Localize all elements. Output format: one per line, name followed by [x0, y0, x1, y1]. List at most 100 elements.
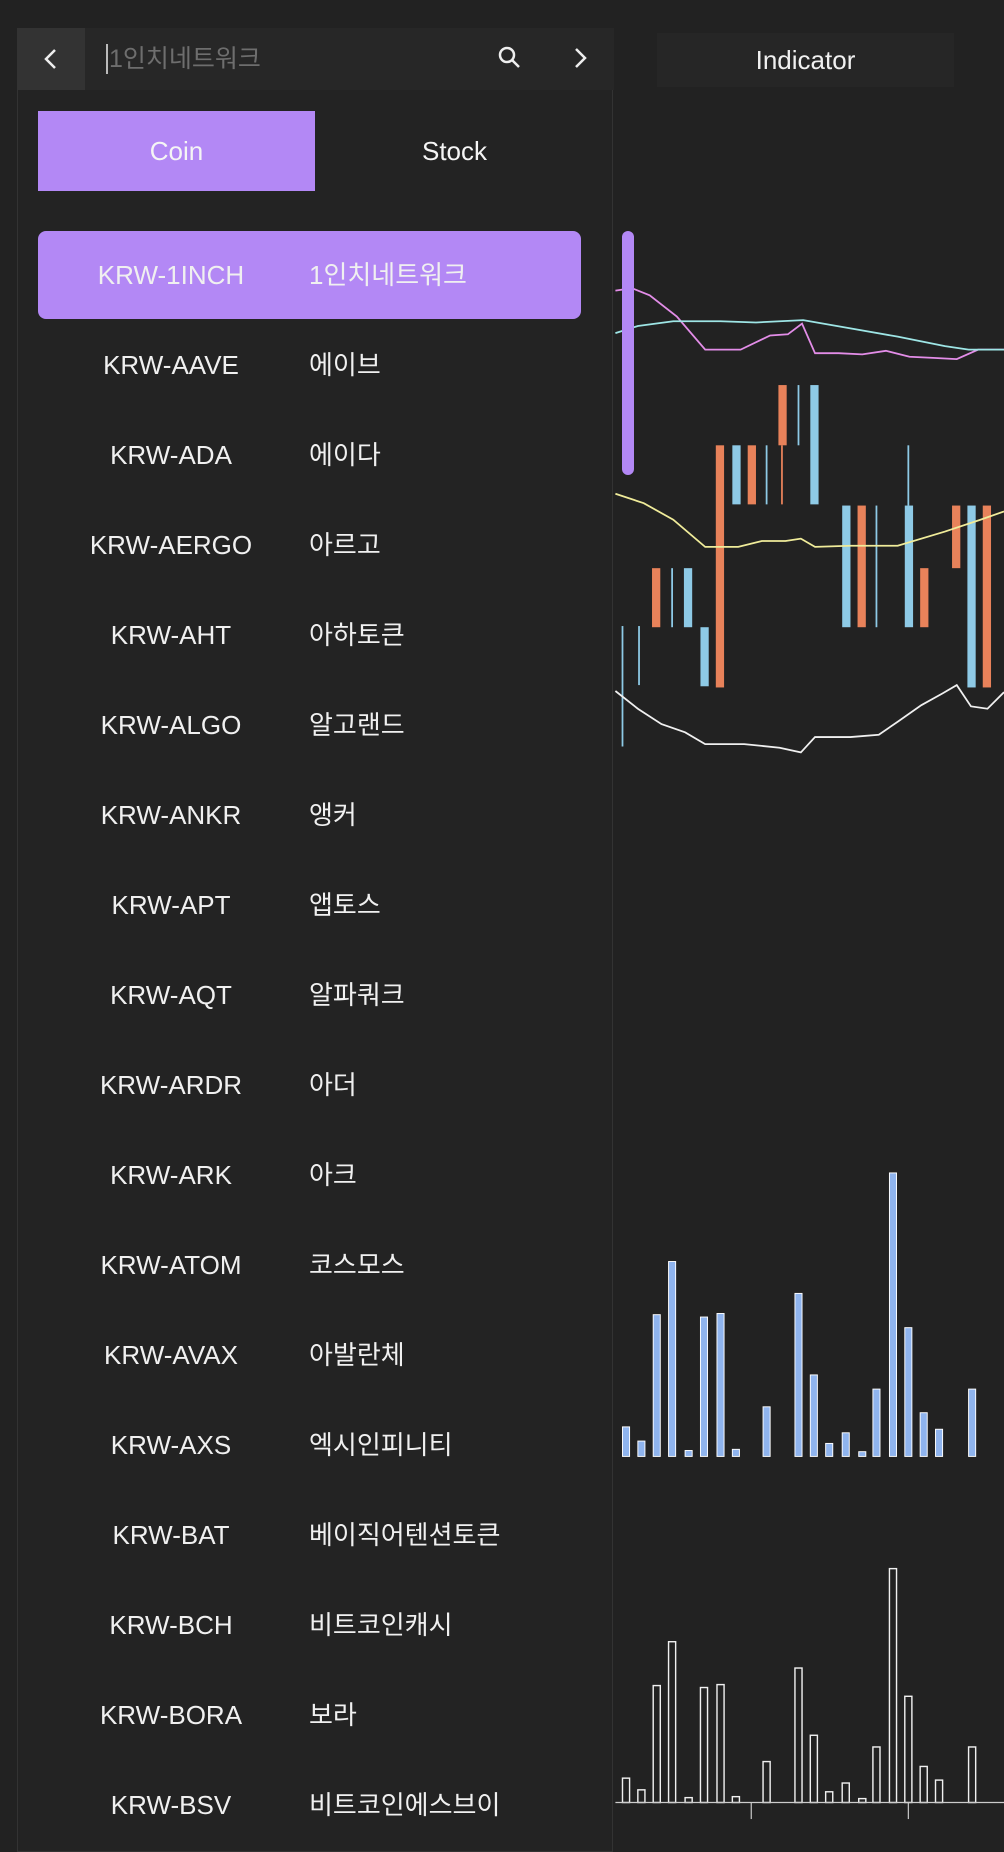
- indicator-line: [614, 683, 1004, 754]
- market-panel: [17, 90, 613, 1852]
- volume-bar: [872, 1388, 881, 1457]
- volume-bar-outline: [841, 1782, 850, 1804]
- candle: [810, 385, 819, 505]
- candle: [952, 505, 961, 569]
- volume-bar: [716, 1313, 725, 1457]
- volume-bar-outline: [904, 1695, 913, 1804]
- indicator-line: [615, 492, 1004, 548]
- market-name: 에이브: [309, 350, 381, 380]
- market-code: KRW-AERGO: [89, 530, 253, 560]
- back-button[interactable]: [17, 28, 85, 90]
- candle: [747, 445, 756, 505]
- volume-bar: [858, 1451, 867, 1457]
- coin-tab[interactable]: Coin: [38, 111, 315, 191]
- volume-bar-outline: [652, 1684, 661, 1804]
- volume-bar-outline: [824, 1791, 834, 1804]
- market-row[interactable]: KRW-ALGO 알고랜드: [38, 681, 581, 769]
- forward-icon[interactable]: [566, 44, 594, 72]
- market-name: 비트코인캐시: [309, 1610, 453, 1640]
- market-code: KRW-ATOM: [100, 1250, 242, 1280]
- candle: [652, 568, 661, 628]
- volume-bar-outline: [731, 1795, 741, 1804]
- search-bar: [17, 28, 614, 90]
- candle: [967, 505, 976, 688]
- volume-bar-outline: [794, 1667, 803, 1804]
- market-row[interactable]: KRW-BCH 비트코인캐시: [38, 1581, 581, 1669]
- volume-bar-outline: [621, 1777, 631, 1804]
- candle: [982, 505, 992, 688]
- market-name: 에이다: [309, 440, 381, 470]
- market-row[interactable]: KRW-APT 앱토스: [38, 861, 581, 949]
- volume-bar-outline: [809, 1734, 819, 1804]
- market-code: KRW-ALGO: [100, 710, 242, 740]
- volume-bar-outline: [967, 1746, 977, 1804]
- market-row[interactable]: KRW-AERGO 아르고: [38, 501, 581, 589]
- search-input[interactable]: 1인치네트워크: [106, 44, 261, 74]
- stock-tab[interactable]: Stock: [421, 136, 488, 166]
- volume-bar-outline: [667, 1641, 677, 1804]
- price-chart: [614, 287, 1004, 1820]
- volume-bar-outline: [637, 1789, 646, 1804]
- indicator-line: [615, 287, 1004, 360]
- market-row[interactable]: KRW-ANKR 앵커: [38, 771, 581, 859]
- market-code: KRW-ARK: [110, 1160, 232, 1190]
- market-name: 코스모스: [309, 1250, 405, 1280]
- candle: [715, 445, 725, 688]
- market-row[interactable]: KRW-ARDR 아더: [38, 1041, 581, 1129]
- volume-bar: [699, 1316, 709, 1457]
- market-row[interactable]: KRW-AXS 엑시인피니티: [38, 1401, 581, 1489]
- market-code: KRW-ANKR: [100, 800, 242, 830]
- volume-bar: [904, 1327, 913, 1457]
- volume-bar-outline: [716, 1683, 725, 1804]
- search-icon[interactable]: [496, 44, 524, 72]
- market-name: 엑시인피니티: [309, 1430, 453, 1460]
- volume-bar: [637, 1440, 646, 1457]
- market-row[interactable]: KRW-1INCH 1인치네트워크: [38, 231, 581, 319]
- volume-bar: [919, 1412, 928, 1457]
- market-name: 아르고: [309, 530, 381, 560]
- volume-bar: [762, 1406, 771, 1457]
- market-row[interactable]: KRW-BORA 보라: [38, 1671, 581, 1759]
- candle: [700, 627, 709, 687]
- market-row[interactable]: KRW-BAT 베이직어텐션토큰: [38, 1491, 581, 1579]
- market-name: 앱토스: [309, 890, 381, 920]
- market-row[interactable]: KRW-AVAX 아발란체: [38, 1311, 581, 1399]
- market-name: 알파쿼크: [309, 980, 405, 1010]
- back-icon: [44, 49, 56, 69]
- market-row[interactable]: KRW-ARK 아크: [38, 1131, 581, 1219]
- indicator-line: [615, 319, 1004, 351]
- market-row[interactable]: KRW-BSV 비트코인에스브이: [38, 1761, 581, 1849]
- volume-bar: [622, 1426, 631, 1457]
- volume-bar: [809, 1374, 818, 1457]
- indicator-button[interactable]: Indicator: [657, 33, 954, 87]
- market-row[interactable]: KRW-AAVE 에이브: [38, 321, 581, 409]
- market-code: KRW-AHT: [110, 620, 232, 650]
- volume-bar-outline: [919, 1765, 928, 1804]
- candle: [778, 385, 787, 446]
- candle: [904, 505, 914, 628]
- market-row[interactable]: KRW-AHT 아하토큰: [38, 591, 581, 679]
- market-code: KRW-ADA: [110, 440, 232, 470]
- volume-bar: [794, 1292, 803, 1457]
- market-code: KRW-AAVE: [103, 350, 239, 380]
- market-name: 보라: [309, 1700, 357, 1730]
- market-row[interactable]: KRW-ATOM 코스모스: [38, 1221, 581, 1309]
- volume-bar: [668, 1261, 677, 1457]
- market-code: KRW-ARDR: [99, 1070, 243, 1100]
- market-row[interactable]: KRW-AQT 알파쿼크: [38, 951, 581, 1039]
- candle: [842, 505, 851, 628]
- market-code: KRW-AQT: [110, 980, 232, 1010]
- market-row[interactable]: KRW-ADA 에이다: [38, 411, 581, 499]
- scrollbar[interactable]: [622, 231, 634, 475]
- market-code: KRW-BCH: [109, 1610, 233, 1640]
- volume-bar-outline: [872, 1746, 881, 1804]
- candle: [857, 505, 866, 628]
- market-code: KRW-APT: [111, 890, 231, 920]
- volume-bar: [684, 1450, 693, 1457]
- market-code: KRW-1INCH: [97, 260, 245, 290]
- volume-bar: [652, 1314, 661, 1457]
- volume-bar-outline: [934, 1779, 944, 1804]
- market-name: 아발란체: [309, 1340, 405, 1370]
